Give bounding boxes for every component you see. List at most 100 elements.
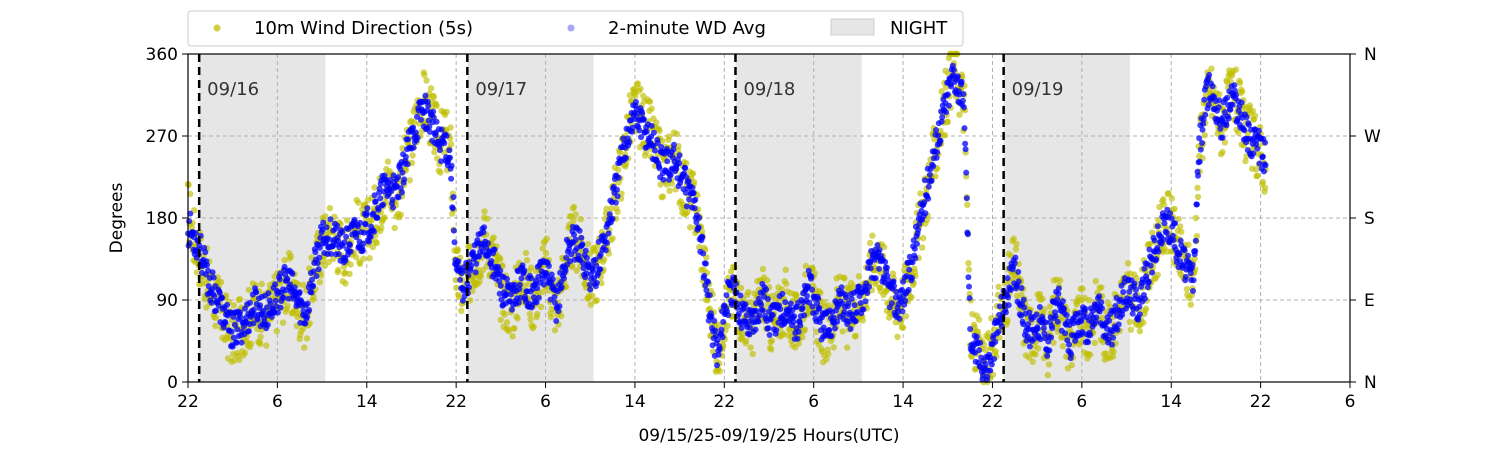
- legend-label: NIGHT: [890, 18, 948, 39]
- data-point: [1189, 261, 1196, 268]
- data-point: [583, 270, 590, 277]
- data-point: [347, 261, 354, 268]
- data-point: [399, 189, 405, 196]
- data-point: [514, 315, 521, 322]
- data-point: [497, 316, 504, 324]
- data-point: [430, 114, 437, 121]
- data-point: [448, 175, 455, 182]
- data-point: [956, 111, 963, 118]
- data-point: [437, 169, 444, 176]
- data-point: [1082, 305, 1089, 312]
- data-point: [380, 201, 386, 208]
- data-point: [306, 320, 313, 327]
- data-point: [912, 255, 919, 262]
- data-point: [1259, 153, 1266, 160]
- data-point: [327, 216, 334, 223]
- data-point: [472, 269, 479, 276]
- data-point: [250, 320, 257, 327]
- data-point: [304, 314, 310, 320]
- data-point: [281, 263, 288, 270]
- data-point: [1062, 330, 1069, 337]
- data-point: [960, 91, 967, 97]
- data-point: [783, 280, 790, 288]
- data-point: [410, 124, 417, 131]
- data-point: [961, 125, 968, 132]
- data-point: [716, 368, 723, 375]
- data-point: [806, 299, 813, 306]
- data-point: [433, 102, 440, 110]
- data-point: [366, 238, 372, 245]
- data-point: [724, 322, 731, 330]
- data-point: [509, 333, 516, 340]
- data-point: [755, 318, 762, 325]
- data-point: [527, 316, 534, 323]
- data-point: [375, 206, 382, 213]
- x-tick-label: 6: [808, 392, 819, 412]
- data-point: [808, 273, 815, 280]
- data-point: [1010, 235, 1017, 242]
- data-point: [880, 243, 888, 251]
- data-point: [738, 325, 745, 332]
- data-point: [685, 178, 692, 185]
- data-point: [430, 108, 437, 115]
- data-point: [1135, 316, 1142, 323]
- data-point: [1160, 236, 1167, 243]
- data-point: [291, 284, 298, 291]
- data-point: [632, 92, 639, 99]
- data-point: [749, 350, 756, 358]
- data-point: [845, 300, 852, 307]
- data-point: [256, 340, 264, 348]
- data-point: [623, 155, 629, 162]
- data-point: [965, 274, 972, 281]
- data-point: [995, 283, 1002, 290]
- data-point: [909, 275, 915, 281]
- data-point: [571, 231, 577, 238]
- data-point: [690, 190, 697, 196]
- data-point: [1249, 107, 1257, 115]
- data-point: [306, 307, 313, 313]
- data-point: [1042, 319, 1049, 326]
- legend-label: 2-minute WD Avg: [608, 18, 766, 39]
- data-point: [373, 239, 380, 247]
- data-point: [743, 312, 750, 319]
- data-point: [737, 284, 745, 292]
- data-point: [782, 299, 789, 306]
- data-point: [758, 301, 765, 308]
- series-2min-wd-avg: [185, 62, 1269, 383]
- data-point: [1192, 214, 1200, 222]
- data-point: [648, 122, 655, 129]
- data-point: [447, 141, 455, 148]
- data-point: [341, 239, 348, 246]
- data-point: [742, 337, 750, 345]
- data-point: [208, 299, 215, 306]
- data-point: [598, 279, 605, 287]
- data-point: [505, 327, 512, 335]
- data-point: [273, 328, 280, 335]
- data-point: [1215, 104, 1222, 111]
- data-point: [257, 333, 264, 341]
- data-point: [1110, 334, 1117, 341]
- data-point: [577, 215, 584, 223]
- data-point: [421, 71, 428, 79]
- data-point: [1036, 304, 1043, 310]
- data-point: [976, 347, 983, 354]
- data-point: [772, 296, 779, 303]
- data-point: [839, 328, 846, 335]
- y-tick-label: 90: [156, 291, 178, 311]
- data-point: [937, 137, 944, 144]
- data-point: [526, 310, 534, 318]
- data-point: [304, 300, 311, 307]
- data-point: [503, 319, 511, 326]
- data-point: [1087, 332, 1094, 339]
- data-point: [597, 266, 604, 273]
- data-point: [212, 322, 219, 329]
- legend-label: 10m Wind Direction (5s): [254, 18, 473, 39]
- data-point: [894, 333, 901, 340]
- data-point: [231, 321, 238, 328]
- data-point: [712, 327, 719, 334]
- data-point: [316, 254, 323, 261]
- data-point: [941, 132, 949, 139]
- data-point: [522, 249, 530, 257]
- data-point: [569, 263, 576, 271]
